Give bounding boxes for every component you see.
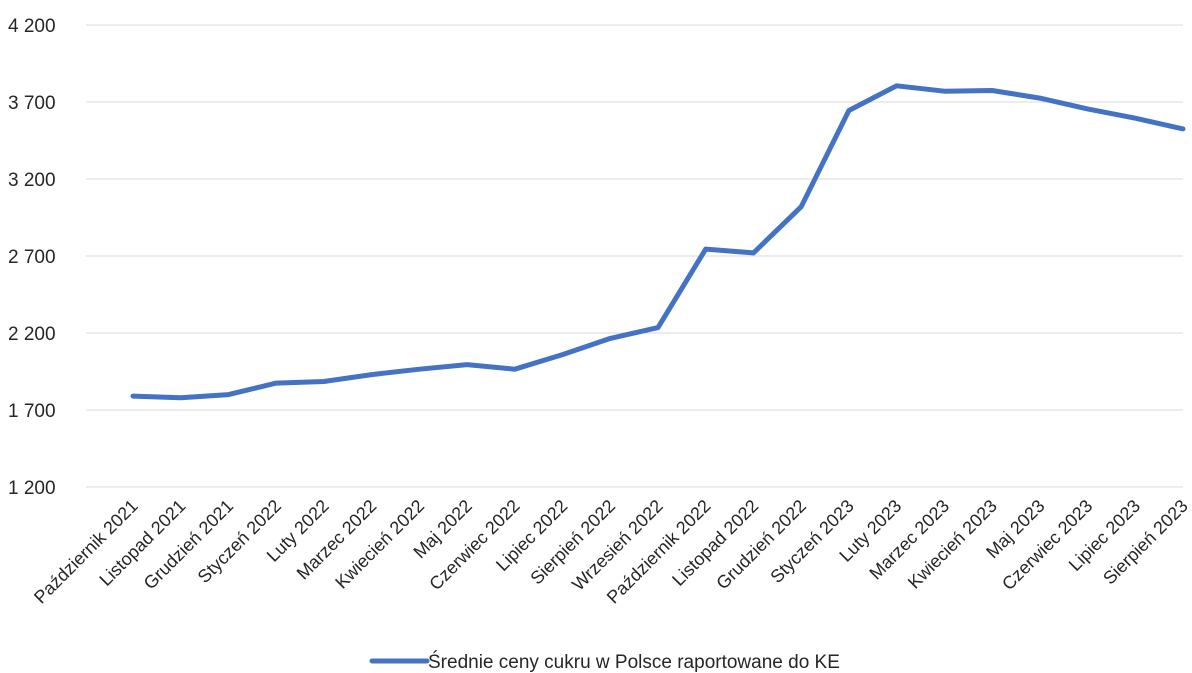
y-tick-label: 2 700 bbox=[8, 247, 56, 268]
x-tick-label: Styczeń 2022 bbox=[194, 496, 285, 587]
legend: Średnie ceny cukru w Polsce raportowane … bbox=[369, 651, 840, 673]
y-tick-label: 3 200 bbox=[8, 170, 56, 191]
legend-label: Średnie ceny cukru w Polsce raportowane … bbox=[428, 651, 840, 673]
x-tick-label: Styczeń 2023 bbox=[766, 496, 857, 587]
y-axis-ticks: 1 200 1 700 2 200 2 700 3 200 3 700 4 200 bbox=[8, 16, 56, 499]
x-tick-label: Sierpień 2023 bbox=[1099, 496, 1192, 589]
y-tick-label: 4 200 bbox=[8, 16, 56, 37]
y-tick-label: 2 200 bbox=[8, 324, 56, 345]
y-tick-label: 1 200 bbox=[8, 478, 56, 499]
series-line bbox=[130, 83, 1186, 401]
series-layer bbox=[130, 83, 1186, 401]
y-tick-label: 3 700 bbox=[8, 93, 56, 114]
y-tick-label: 1 700 bbox=[8, 401, 56, 422]
